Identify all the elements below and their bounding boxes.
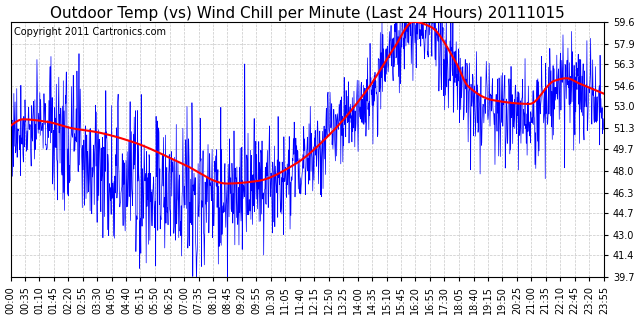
Text: Copyright 2011 Cartronics.com: Copyright 2011 Cartronics.com [13, 27, 166, 37]
Title: Outdoor Temp (vs) Wind Chill per Minute (Last 24 Hours) 20111015: Outdoor Temp (vs) Wind Chill per Minute … [50, 5, 564, 20]
